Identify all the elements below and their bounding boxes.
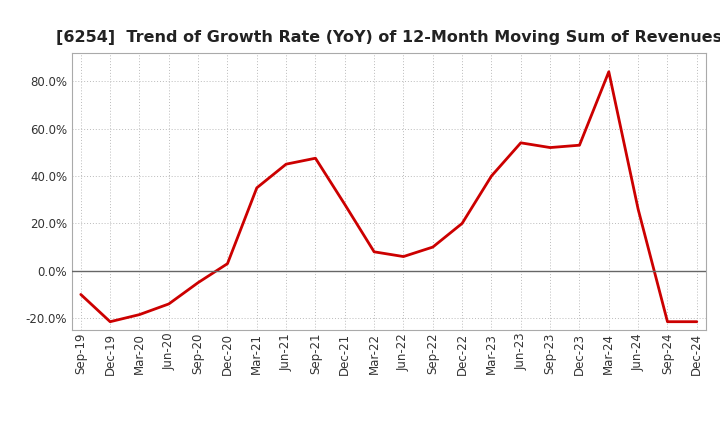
Title: [6254]  Trend of Growth Rate (YoY) of 12-Month Moving Sum of Revenues: [6254] Trend of Growth Rate (YoY) of 12-… bbox=[55, 29, 720, 45]
